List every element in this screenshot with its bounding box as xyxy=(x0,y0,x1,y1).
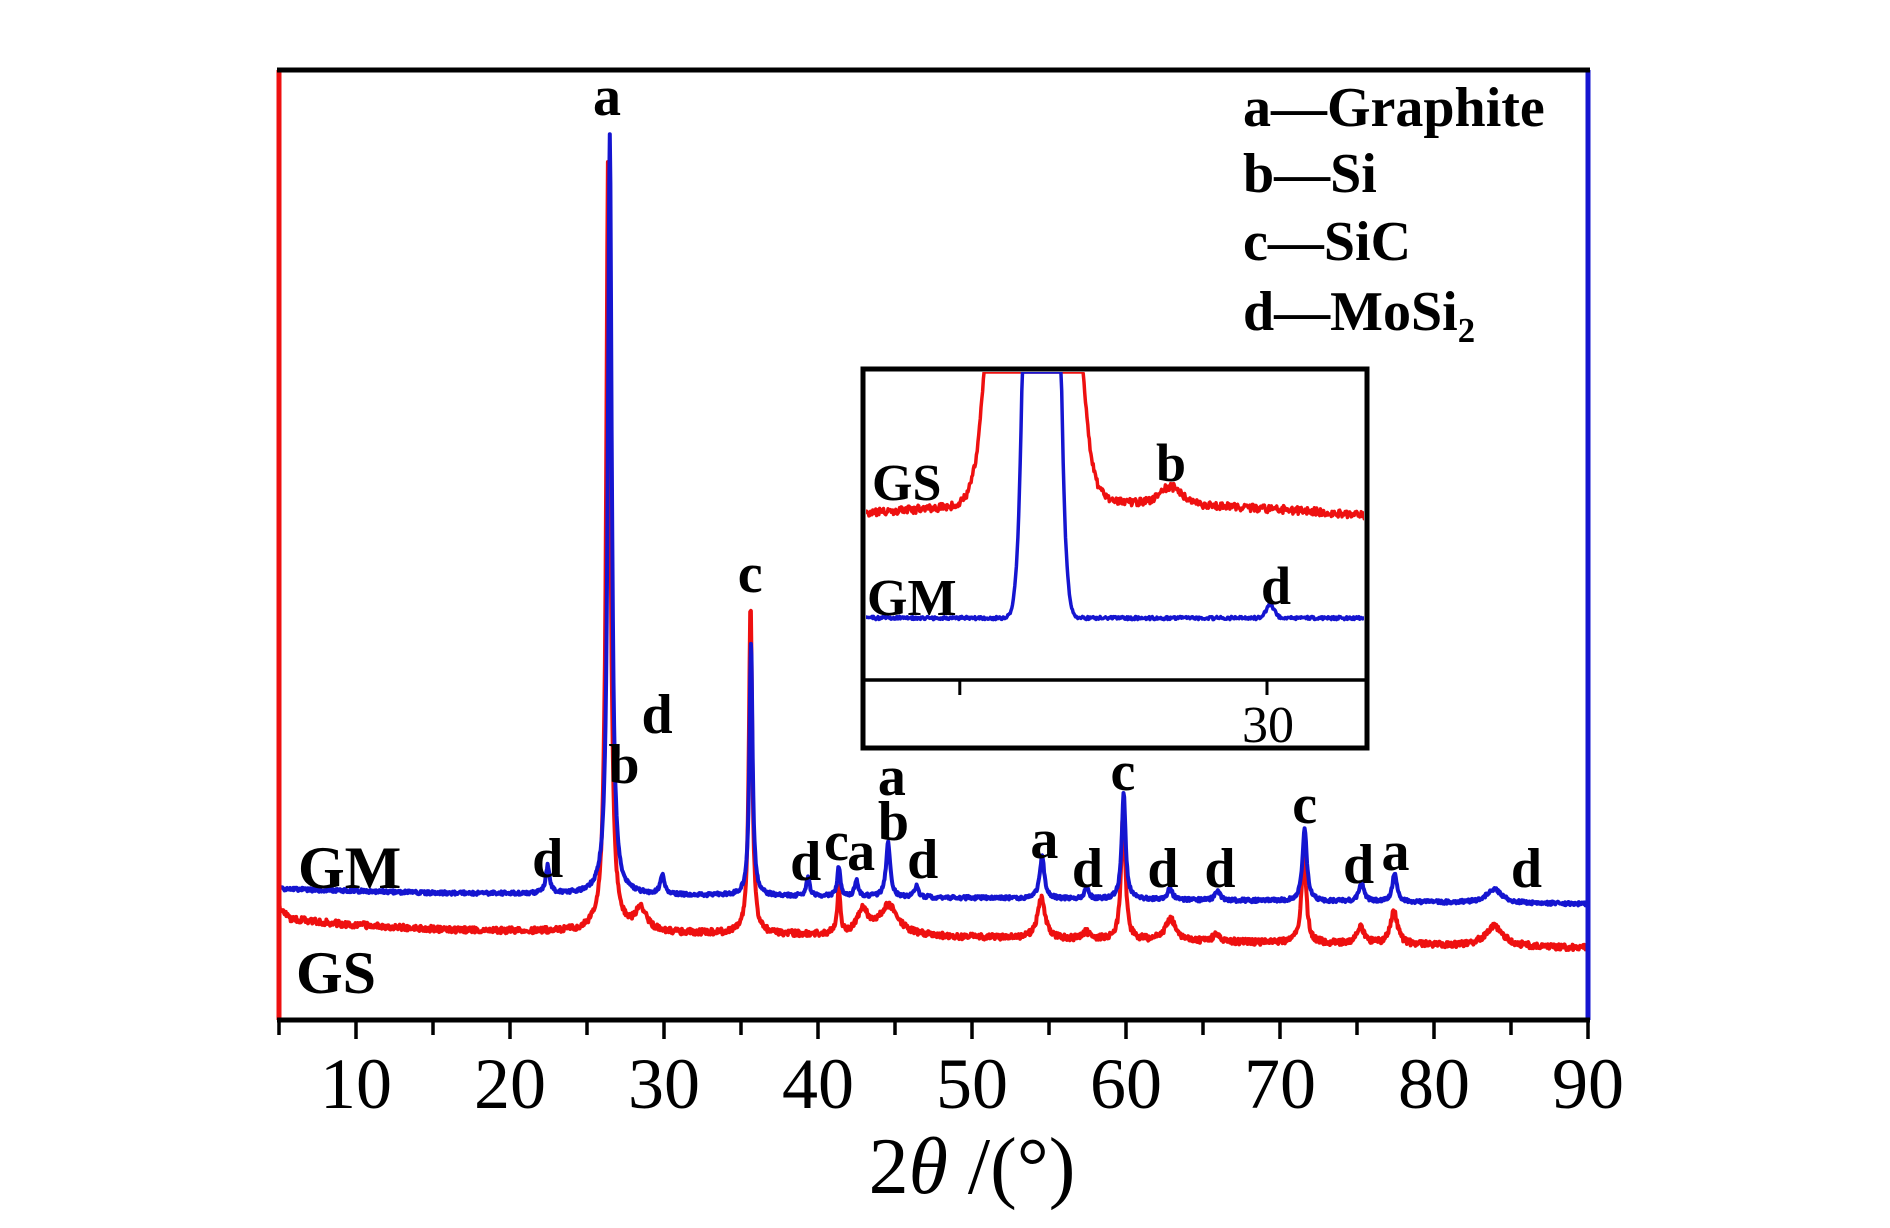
legend-dash: — xyxy=(1274,281,1331,343)
legend-phase-name: SiC xyxy=(1323,211,1412,273)
legend-phase-subscript: 2 xyxy=(1457,311,1476,351)
inset-peak-label-b: b xyxy=(1156,433,1187,493)
legend-entry-sic: c—SiC xyxy=(1243,214,1411,270)
peak-label-d: d xyxy=(1343,834,1374,896)
peak-label-c: c xyxy=(738,543,763,605)
curve-gs xyxy=(277,160,1590,952)
curve-gm xyxy=(277,132,1590,908)
peak-label-d: d xyxy=(790,831,821,893)
gs-series-label: GS xyxy=(296,940,377,1006)
x-tick-label: 40 xyxy=(782,1044,854,1124)
peak-label-a: a xyxy=(878,746,906,808)
inset-tick-label-30: 30 xyxy=(1242,697,1294,754)
peak-label-c: c xyxy=(824,811,849,873)
inset-curve-gs xyxy=(866,372,1364,521)
x-tick-label: 60 xyxy=(1090,1044,1162,1124)
peak-label-c: c xyxy=(1110,741,1135,803)
axis-title-prefix: 2 xyxy=(868,1123,909,1211)
x-tick-label: 30 xyxy=(628,1044,700,1124)
legend-letter: d xyxy=(1243,281,1275,343)
inset-gs-label: GS xyxy=(872,455,942,512)
peak-label-d: d xyxy=(532,828,563,890)
legend-dash: — xyxy=(1274,143,1331,205)
legend-dash: — xyxy=(1267,211,1324,273)
peak-label-b: b xyxy=(608,734,639,796)
gm-series-label: GM xyxy=(298,835,402,901)
inset-peak-label-d: d xyxy=(1261,556,1292,616)
inset-gm-label: GM xyxy=(867,570,957,627)
inset-border xyxy=(860,366,1370,751)
legend-letter: c xyxy=(1243,211,1268,273)
x-tick-label: 10 xyxy=(320,1044,392,1124)
legend-letter: b xyxy=(1243,143,1275,205)
legend-phase-name: Si xyxy=(1330,143,1377,205)
peak-label-d: d xyxy=(907,829,938,891)
x-tick-label: 90 xyxy=(1552,1044,1624,1124)
peak-label-c: c xyxy=(1292,774,1317,836)
peak-label-a: a xyxy=(847,821,875,883)
peak-label-d: d xyxy=(641,684,672,746)
peak-label-b: b xyxy=(878,791,909,853)
x-tick-label: 70 xyxy=(1244,1044,1316,1124)
inset-background xyxy=(863,369,1367,748)
legend-letter: a xyxy=(1243,77,1271,139)
legend-entry-mosi2: d—MoSi2 xyxy=(1243,281,1475,348)
legend-entry-graphite: a—Graphite xyxy=(1243,80,1545,136)
peak-label-a: a xyxy=(593,66,621,128)
legend-dash: — xyxy=(1271,77,1327,139)
peak-label-d: d xyxy=(1147,838,1178,900)
x-tick-label: 50 xyxy=(936,1044,1008,1124)
peak-label-d: d xyxy=(1072,838,1103,900)
legend-entry-si: b—Si xyxy=(1243,146,1377,202)
x-tick-label: 20 xyxy=(474,1044,546,1124)
legend-phase-name: MoSi xyxy=(1330,281,1458,343)
axis-title-suffix: /(°) xyxy=(947,1123,1076,1211)
peak-label-d: d xyxy=(1511,838,1542,900)
axis-title-theta: θ xyxy=(908,1123,948,1211)
peak-label-d: d xyxy=(1204,838,1235,900)
inset-curves xyxy=(866,372,1364,622)
x-axis-title: 2θ /(°) xyxy=(869,1127,1076,1207)
peak-label-a: a xyxy=(1382,821,1410,883)
inset-curve-gm xyxy=(866,372,1364,622)
legend-phase-name: Graphite xyxy=(1327,77,1545,139)
peak-label-a: a xyxy=(1030,809,1058,871)
x-tick-label: 80 xyxy=(1398,1044,1470,1124)
